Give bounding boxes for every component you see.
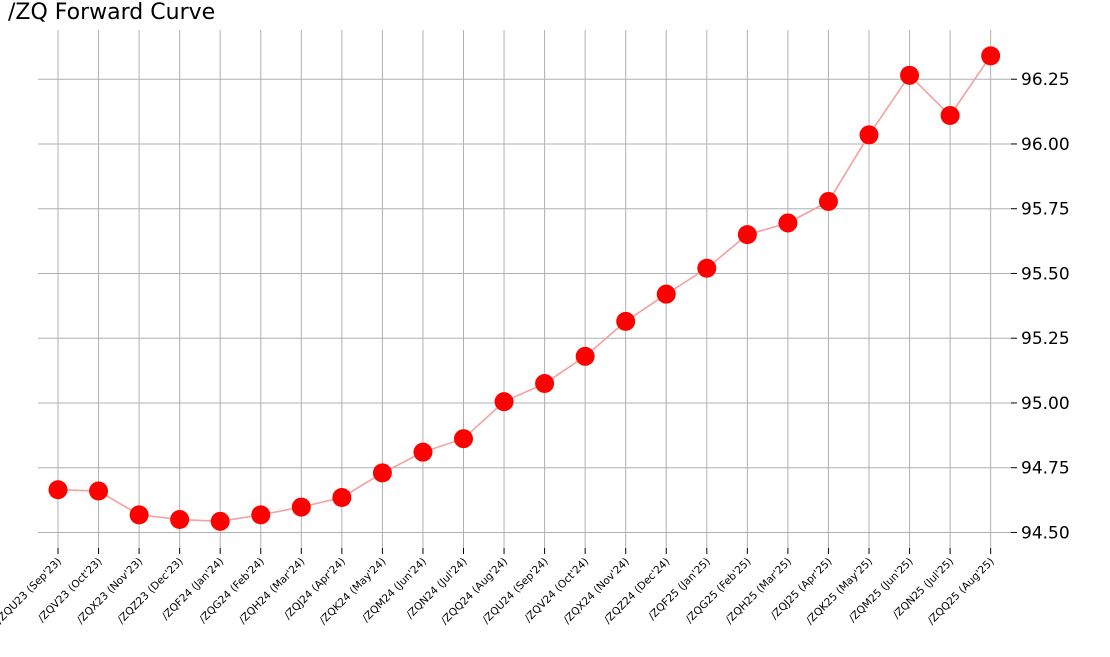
- y-tick-label: 95.75: [1021, 200, 1070, 220]
- x-tick-labels: /ZQU23 (Sep'23)/ZQV23 (Oct'23)/ZQX23 (No…: [0, 556, 997, 627]
- data-point: [372, 463, 392, 483]
- data-point: [170, 510, 190, 530]
- data-point: [535, 374, 555, 394]
- data-point: [656, 284, 676, 304]
- y-tick-label: 95.50: [1021, 264, 1070, 284]
- data-point: [413, 442, 433, 462]
- data-points-layer: [48, 46, 1001, 531]
- x-tick-label: /ZQU23 (Sep'23): [0, 556, 64, 626]
- series-line-layer: [57, 55, 992, 523]
- data-point: [818, 191, 838, 211]
- data-point: [251, 505, 271, 525]
- data-point: [940, 105, 960, 125]
- data-point: [210, 511, 230, 531]
- data-point: [575, 346, 595, 366]
- data-point: [291, 497, 311, 517]
- y-tick-label: 96.00: [1021, 135, 1070, 155]
- y-tick-label: 94.50: [1021, 523, 1070, 543]
- data-point: [778, 213, 798, 233]
- data-point: [737, 225, 757, 245]
- data-point: [494, 392, 514, 412]
- series-line: [57, 55, 992, 523]
- data-point: [89, 481, 109, 501]
- grid-layer: [38, 30, 1017, 554]
- data-point: [48, 480, 68, 500]
- data-point: [859, 125, 879, 145]
- data-point: [697, 258, 717, 278]
- data-point: [616, 311, 636, 331]
- y-tick-label: 94.75: [1021, 459, 1070, 479]
- data-point: [900, 65, 920, 85]
- y-tick-label: 96.25: [1021, 70, 1070, 90]
- chart-title: /ZQ Forward Curve: [8, 0, 216, 25]
- y-tick-label: 95.00: [1021, 394, 1070, 414]
- data-point: [129, 505, 149, 525]
- data-point: [981, 46, 1001, 66]
- data-point: [332, 487, 352, 507]
- y-tick-labels: 94.50 94.75 95.00 95.25 95.50 95.75 96.00 96.25: [1021, 70, 1070, 543]
- data-point: [454, 429, 473, 449]
- y-tick-label: 95.25: [1021, 329, 1070, 349]
